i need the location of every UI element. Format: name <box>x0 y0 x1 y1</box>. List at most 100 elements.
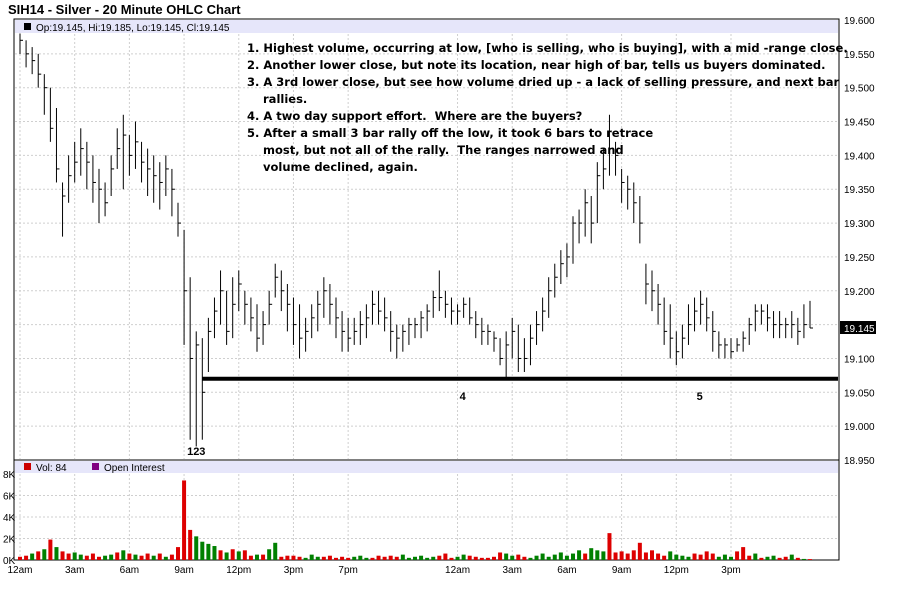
volume-bar <box>18 556 22 560</box>
volume-bar <box>352 556 357 560</box>
time-tick-label: 12pm <box>226 565 251 576</box>
volume-tick-label: 8K <box>3 470 16 481</box>
volume-bar <box>716 556 721 560</box>
volume-bar <box>419 555 424 560</box>
volume-grid <box>15 474 838 559</box>
volume-bar <box>127 553 132 560</box>
annotation-notes: 1. Highest volume, occurring at low, [wh… <box>247 41 848 174</box>
volume-bar <box>334 557 338 560</box>
volume-bar <box>771 555 776 560</box>
volume-bar <box>24 555 29 560</box>
volume-bar <box>504 553 509 560</box>
volume-bar <box>340 556 345 560</box>
volume-bar <box>510 555 515 560</box>
volume-legend: Vol: 84 <box>36 463 67 474</box>
support-marker-4: 4 <box>460 391 467 403</box>
volume-bar <box>662 555 667 560</box>
volume-bar <box>692 553 697 560</box>
volume-bar <box>273 542 278 560</box>
volume-bar <box>619 551 624 560</box>
volume-bar <box>631 550 636 560</box>
volume-bar <box>777 557 782 560</box>
volume-bar <box>722 554 727 560</box>
volume-bar <box>188 529 193 560</box>
price-tick-label: 19.050 <box>844 388 875 399</box>
time-tick-label: 9am <box>612 565 631 576</box>
volume-bar <box>182 480 187 560</box>
last-price-box <box>840 321 876 334</box>
volume-bar <box>78 554 83 560</box>
price-tick-label: 18.950 <box>844 456 875 467</box>
time-axis-ticks: 12am 3am 6am 9am 12pm 3pm 7pm 12am 3am 6am 9am 12pm… <box>7 565 740 576</box>
volume-bar <box>431 556 436 560</box>
volume-bar <box>176 547 180 560</box>
annotation-note: 2. Another lower close, but note its loc… <box>247 58 825 72</box>
volume-bar <box>686 556 691 560</box>
volume-bar <box>115 552 120 560</box>
volume-tick-label: 2K <box>3 535 16 546</box>
volume-bar <box>650 550 654 560</box>
volume-bar <box>169 554 174 560</box>
volume-bar <box>200 541 205 560</box>
volume-bar <box>261 554 266 560</box>
volume-bar <box>376 555 381 560</box>
volume-bar <box>413 556 417 560</box>
volume-bar <box>321 556 326 560</box>
annotation-note: rallies. <box>247 92 307 106</box>
volume-bar <box>583 553 588 560</box>
volume-bar <box>601 551 606 560</box>
volume-bar <box>485 557 490 560</box>
volume-bar <box>747 555 752 560</box>
volume-bar <box>315 556 320 560</box>
volume-bar <box>72 552 77 560</box>
volume-bars <box>18 480 812 560</box>
annotation-note: most, but not all of the rally. The rang… <box>247 143 624 157</box>
price-tick-label: 19.000 <box>844 422 875 433</box>
volume-bar <box>498 552 503 560</box>
volume-bar <box>382 556 387 560</box>
volume-bar <box>54 547 59 560</box>
volume-bar <box>388 555 393 560</box>
volume-panel: Vol: 84 Open Interest 8K 6K 4K 2K 0K <box>3 459 840 567</box>
time-tick-label: 9am <box>174 565 193 576</box>
last-price-label: 19.145 <box>844 324 875 335</box>
volume-bar <box>236 551 241 560</box>
volume-bar <box>437 555 442 560</box>
volume-bar <box>546 556 551 560</box>
volume-bar <box>291 555 296 560</box>
volume-bar <box>212 546 217 560</box>
time-tick-label: 12am <box>7 565 32 576</box>
volume-bar <box>643 552 648 560</box>
price-tick-label: 19.100 <box>844 354 875 365</box>
time-tick-label: 12am <box>445 565 470 576</box>
open-interest-legend: Open Interest <box>104 463 165 474</box>
volume-bar <box>121 550 126 560</box>
price-panel: Op:19.145, Hi:19.185, Lo:19.145, Cl:19.1… <box>13 16 876 467</box>
price-tick-label: 19.500 <box>844 84 875 95</box>
time-tick-label: 3am <box>65 565 84 576</box>
volume-bar <box>564 555 569 560</box>
volume-bar <box>255 554 259 560</box>
volume-bar <box>267 549 272 560</box>
ohlc-readout-swatch <box>24 23 31 30</box>
volume-bar <box>534 555 539 560</box>
volume-bar <box>48 539 53 560</box>
time-tick-label: 7pm <box>338 565 357 576</box>
volume-bar <box>680 555 685 560</box>
volume-bar <box>710 553 715 560</box>
volume-bar <box>406 557 411 560</box>
time-tick-label: 12pm <box>664 565 689 576</box>
volume-bar <box>759 557 764 560</box>
volume-bar <box>765 556 770 560</box>
volume-bar <box>327 555 332 560</box>
price-tick-label: 19.200 <box>844 287 875 298</box>
volume-header-band <box>15 461 838 473</box>
volume-bar <box>30 553 35 560</box>
volume-bar <box>808 559 812 560</box>
volume-bar <box>206 543 211 560</box>
annotation-note: volume declined, again. <box>247 160 418 174</box>
time-tick-label: 6am <box>120 565 139 576</box>
volume-bar <box>492 556 496 560</box>
volume-bar <box>552 554 557 560</box>
volume-bar <box>461 554 466 560</box>
